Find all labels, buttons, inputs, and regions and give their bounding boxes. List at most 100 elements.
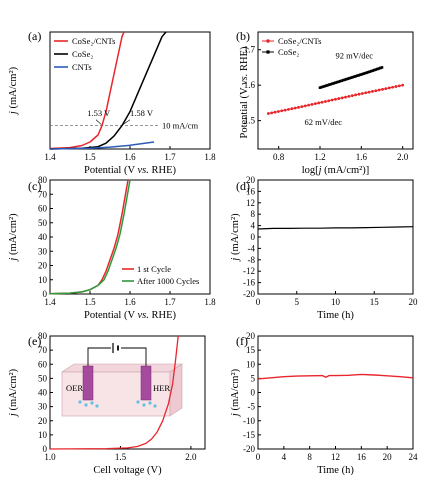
gas-bubble (84, 403, 88, 407)
x-tick-label: 1.5 (115, 452, 127, 462)
y-tick-label: 80 (38, 331, 48, 341)
chart-a: 1.4 1.5 1.6 1.7 1.8 (a) j (mA/cm²) Potential (V… (8, 29, 216, 176)
y-tick-label: 10 (38, 275, 48, 285)
y-tick-label: 40 (38, 232, 48, 242)
y-axis-label: j (mA/cm²) (230, 368, 241, 418)
chart-b: 0.8 1.2 1.6 2.0 1.5 1.6 1.7 (b) Potential (V vs.… (236, 29, 414, 176)
series-line (257, 373, 414, 380)
y-axis-label: Potential (V vs. RHE) (239, 46, 250, 138)
series-line (49, 141, 155, 150)
x-tick-label: 12 (331, 452, 340, 462)
x-tick-label: 4 (282, 452, 287, 462)
x-axis-label: Time (h) (317, 465, 354, 476)
x-tick-label: 1.0 (44, 452, 56, 462)
y-tick-label: 30 (38, 246, 48, 256)
series-line (49, 31, 125, 150)
annotation: 10 mA/cm (162, 121, 199, 131)
x-tick-label: 15 (370, 297, 380, 307)
panel-label: (d) (236, 179, 250, 193)
x-tick-label: 1.6 (124, 297, 136, 307)
y-axis-label: j (mA/cm²) (8, 213, 19, 263)
annotation: 92 mV/dec (336, 51, 374, 61)
x-tick-label: 1.5 (84, 152, 96, 162)
anode-electrode (82, 365, 94, 401)
series-line (49, 31, 167, 150)
y-tick-label: -4 (248, 243, 256, 253)
legend-label: CNTs (72, 62, 92, 72)
y-tick-label: 20 (246, 175, 256, 185)
gas-bubble (136, 400, 140, 404)
series-line (257, 226, 414, 230)
chart-c: 1.4 1.5 1.6 1.7 1.8 0 10 20 30 40 50 60 70 80(c) j (mA… (8, 175, 216, 321)
y-tick-label: -10 (243, 416, 255, 426)
y-tick-label: 80 (38, 175, 48, 185)
x-tick-label: 8 (307, 452, 312, 462)
y-tick-label: 0 (43, 289, 48, 299)
annotation: 1.53 V (87, 108, 111, 118)
fit-line (268, 84, 403, 114)
data-point (380, 66, 384, 69)
x-tick-label: 1.8 (204, 297, 216, 307)
legend-label: 1 st Cycle (137, 264, 171, 274)
wire (87, 347, 111, 366)
cell-top-face (61, 363, 183, 373)
x-tick-label: 1.5 (84, 297, 96, 307)
y-tick-label: 8 (251, 209, 256, 219)
y-tick-label: 20 (38, 416, 48, 426)
annotation: 62 mV/dec (305, 117, 343, 127)
x-tick-label: 24 (409, 452, 419, 462)
y-tick-label: 60 (38, 359, 48, 369)
legend-label: After 1000 Cycles (137, 276, 199, 286)
y-tick-label: 0 (43, 444, 48, 454)
inset-schematic: OER HER (61, 343, 183, 417)
x-tick-label: 1.4 (44, 297, 56, 307)
gas-bubble (90, 401, 94, 405)
y-tick-label: -20 (243, 444, 255, 454)
y-tick-label: 10 (38, 430, 48, 440)
x-tick-label: 20 (383, 452, 393, 462)
gas-bubble (78, 400, 82, 404)
annotation: 1.58 V (130, 108, 154, 118)
x-tick-label: 1.7 (164, 297, 176, 307)
gas-bubble (142, 403, 146, 407)
y-tick-label: -20 (243, 289, 255, 299)
inset-label-her: HER (153, 383, 170, 393)
y-tick-label: 15 (246, 345, 256, 355)
y-tick-label: 60 (38, 204, 48, 214)
plot-frame (257, 31, 414, 150)
x-axis-label: Potential (V vs. RHE) (84, 310, 176, 321)
y-axis-label: j (mA/cm²) (230, 213, 241, 263)
x-tick-label: 1.4 (44, 152, 56, 162)
legend-marker (266, 39, 270, 43)
wire (121, 347, 147, 366)
y-axis-label: j (mA/cm²) (8, 368, 19, 418)
y-tick-label: 40 (38, 388, 48, 398)
panel-label: (f) (236, 334, 248, 348)
panel-label: (b) (236, 29, 250, 43)
panel-label: (c) (28, 179, 41, 193)
gas-bubble (153, 404, 157, 408)
x-tick-label: 2.0 (397, 152, 409, 162)
x-tick-label: 0 (256, 297, 261, 307)
annotation-pointer (95, 119, 102, 125)
chart-e: 1.0 1.5 2.0 0 10 20 30 40 50 60 70 80(e) j (mA/cm²) C… (8, 331, 206, 476)
series-line (49, 179, 131, 295)
y-tick-label: 1.7 (244, 45, 256, 55)
x-axis-label: Potential (V vs. RHE) (84, 165, 176, 176)
x-axis-label: log[j (mA/cm²)] (302, 165, 370, 176)
plot-frame (257, 179, 414, 295)
legend-marker (266, 50, 270, 54)
legend-label: CoSe₂ (278, 47, 299, 57)
gas-bubble (95, 404, 99, 408)
legend-label: CoSe₂/CNTs (72, 36, 115, 46)
cathode-electrode (140, 365, 152, 401)
series-line (49, 179, 129, 295)
x-tick-label: 16 (357, 452, 367, 462)
x-tick-label: 1.8 (204, 152, 216, 162)
panel-label: (a) (28, 29, 41, 43)
y-tick-label: 0 (251, 232, 256, 242)
x-tick-label: 10 (331, 297, 341, 307)
